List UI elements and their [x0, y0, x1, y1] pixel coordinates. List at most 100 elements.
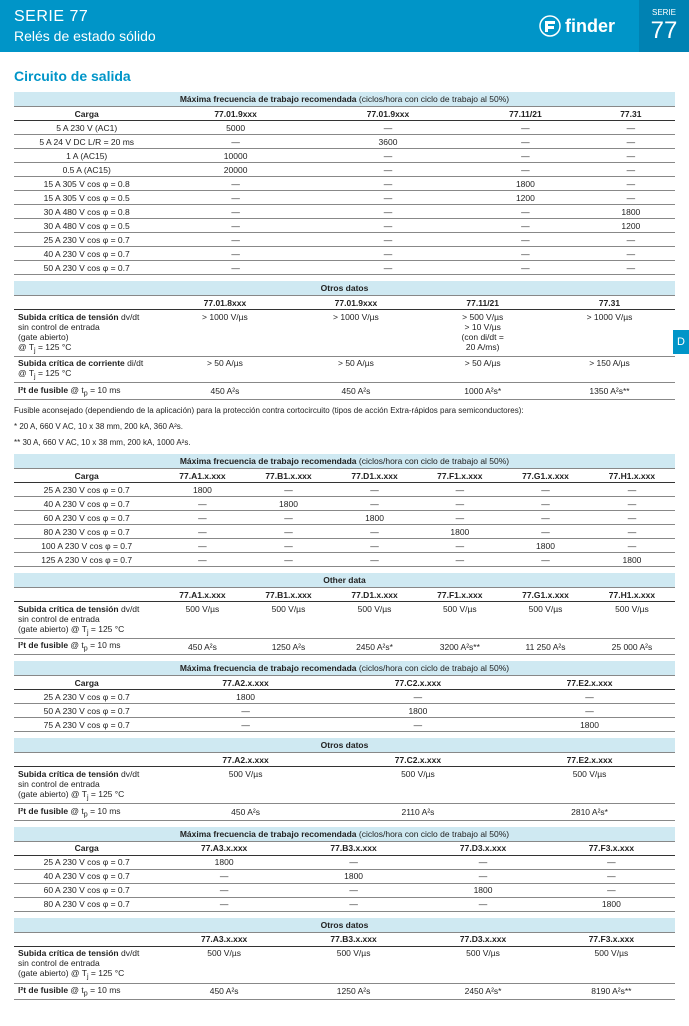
- cell: 450 A²s: [159, 983, 288, 1000]
- table-row: 80 A 230 V cos φ = 0.7———1800: [14, 897, 675, 911]
- header-subtitle: Relés de estado sólido: [14, 28, 539, 44]
- table-header-row: 77.A2.x.xxx 77.C2.x.xxx 77.E2.x.xxx: [14, 753, 675, 767]
- cell: —: [159, 704, 331, 718]
- cell: —: [332, 718, 504, 732]
- cell: 500 V/µs: [548, 946, 675, 983]
- cell: —: [159, 718, 331, 732]
- cell: —: [159, 497, 245, 511]
- col-carga: Carga: [14, 469, 159, 483]
- col-h: 77.G1.x.xxx: [502, 588, 589, 602]
- cell: 3200 A²s**: [418, 638, 503, 655]
- cell: —: [159, 869, 288, 883]
- col-h: 77.01.8xxx: [159, 296, 290, 310]
- cell: —: [548, 869, 675, 883]
- col-h: 77.D3.x.xxx: [418, 932, 547, 946]
- cell: 500 V/µs: [418, 602, 503, 639]
- cell: —: [312, 233, 464, 247]
- cell: —: [312, 163, 464, 177]
- cell: —: [312, 177, 464, 191]
- cell: 2450 A²s*: [332, 638, 418, 655]
- table-row: I²t de fusible @ tp = 10 ms 450 A²s 2110…: [14, 804, 675, 821]
- col-h: 77.F3.x.xxx: [548, 932, 675, 946]
- row-label: 1 A (AC15): [14, 149, 159, 163]
- row-label: 125 A 230 V cos φ = 0.7: [14, 553, 159, 567]
- table-row: I²t de fusible @ tp = 10 ms 450 A²s 450 …: [14, 383, 675, 400]
- cell: 500 V/µs: [332, 767, 504, 804]
- cell: —: [312, 149, 464, 163]
- cell: —: [159, 553, 245, 567]
- cell: 450 A²s: [159, 383, 290, 400]
- cell: —: [289, 855, 418, 869]
- col-h: 77.31: [544, 296, 675, 310]
- cell: > 50 A/µs: [290, 356, 421, 383]
- cell: —: [332, 553, 418, 567]
- page-tab: D: [673, 330, 689, 354]
- col-h: 77.C2.x.xxx: [332, 753, 504, 767]
- cell: —: [159, 191, 311, 205]
- cell: 8190 A²s**: [548, 983, 675, 1000]
- cell: —: [464, 163, 586, 177]
- cell: 5000: [159, 121, 311, 135]
- table-row: 50 A 230 V cos φ = 0.7—1800—: [14, 704, 675, 718]
- band-other: Other data: [14, 573, 675, 588]
- cell: 20000: [159, 163, 311, 177]
- cell: —: [418, 869, 547, 883]
- cell: —: [589, 483, 675, 497]
- cell: 1000 A²s*: [421, 383, 544, 400]
- cell: —: [464, 247, 586, 261]
- cell: 2810 A²s*: [504, 804, 675, 821]
- cell: —: [312, 191, 464, 205]
- cell: —: [418, 511, 503, 525]
- row-label: 60 A 230 V cos φ = 0.7: [14, 883, 159, 897]
- cell: —: [464, 261, 586, 275]
- table-otros-1: Otros datos 77.01.8xxx 77.01.9xxx 77.11/…: [14, 281, 675, 400]
- cell: 1800: [587, 205, 675, 219]
- row-label: I²t de fusible @ tp = 10 ms: [14, 383, 159, 400]
- table-row: 30 A 480 V cos φ = 0.8———1800: [14, 205, 675, 219]
- cell: —: [312, 121, 464, 135]
- cell: 1800: [418, 883, 547, 897]
- col-h: 77.B3.x.xxx: [289, 932, 418, 946]
- table-row: 60 A 230 V cos φ = 0.7——1800———: [14, 511, 675, 525]
- table-freq-3: Máxima frecuencia de trabajo recomendada…: [14, 661, 675, 732]
- row-label: 25 A 230 V cos φ = 0.7: [14, 690, 159, 704]
- col-h: 77.H1.x.xxx: [589, 469, 675, 483]
- band-title: Máxima frecuencia de trabajo recomendada…: [14, 661, 675, 676]
- cell: > 1000 V/µs: [544, 310, 675, 357]
- col-h: 77.E2.x.xxx: [504, 676, 675, 690]
- table-row: 5 A 230 V (AC1)5000———: [14, 121, 675, 135]
- table-header-row: Carga 77.A1.x.xxx 77.B1.x.xxx 77.D1.x.xx…: [14, 469, 675, 483]
- table-row: 125 A 230 V cos φ = 0.7—————1800: [14, 553, 675, 567]
- cell: —: [504, 704, 675, 718]
- cell: —: [245, 483, 331, 497]
- row-label: 30 A 480 V cos φ = 0.8: [14, 205, 159, 219]
- cell: —: [587, 149, 675, 163]
- row-label: 5 A 230 V (AC1): [14, 121, 159, 135]
- cell: —: [418, 855, 547, 869]
- cell: —: [587, 261, 675, 275]
- row-label: 40 A 230 V cos φ = 0.7: [14, 247, 159, 261]
- row-label: I²t de fusible @ tp = 10 ms: [14, 638, 159, 655]
- cell: —: [312, 205, 464, 219]
- cell: —: [312, 261, 464, 275]
- table-row: 15 A 305 V cos φ = 0.5——1200—: [14, 191, 675, 205]
- cell: 1800: [332, 704, 504, 718]
- col-h: 77.B1.x.xxx: [245, 588, 331, 602]
- footnote: Fusible aconsejado (dependiendo de la ap…: [14, 406, 675, 416]
- cell: 1800: [289, 869, 418, 883]
- cell: —: [502, 483, 589, 497]
- cell: —: [159, 883, 288, 897]
- col-h: 77.H1.x.xxx: [589, 588, 675, 602]
- cell: —: [289, 897, 418, 911]
- cell: 11 250 A²s: [502, 638, 589, 655]
- row-label: 75 A 230 V cos φ = 0.7: [14, 718, 159, 732]
- cell: —: [332, 525, 418, 539]
- col-h: 77.31: [587, 107, 675, 121]
- col-h: 77.A3.x.xxx: [159, 841, 288, 855]
- cell: > 150 A/µs: [544, 356, 675, 383]
- row-label: 50 A 230 V cos φ = 0.7: [14, 261, 159, 275]
- row-label: 30 A 480 V cos φ = 0.5: [14, 219, 159, 233]
- cell: —: [587, 233, 675, 247]
- cell: —: [504, 690, 675, 704]
- cell: —: [464, 149, 586, 163]
